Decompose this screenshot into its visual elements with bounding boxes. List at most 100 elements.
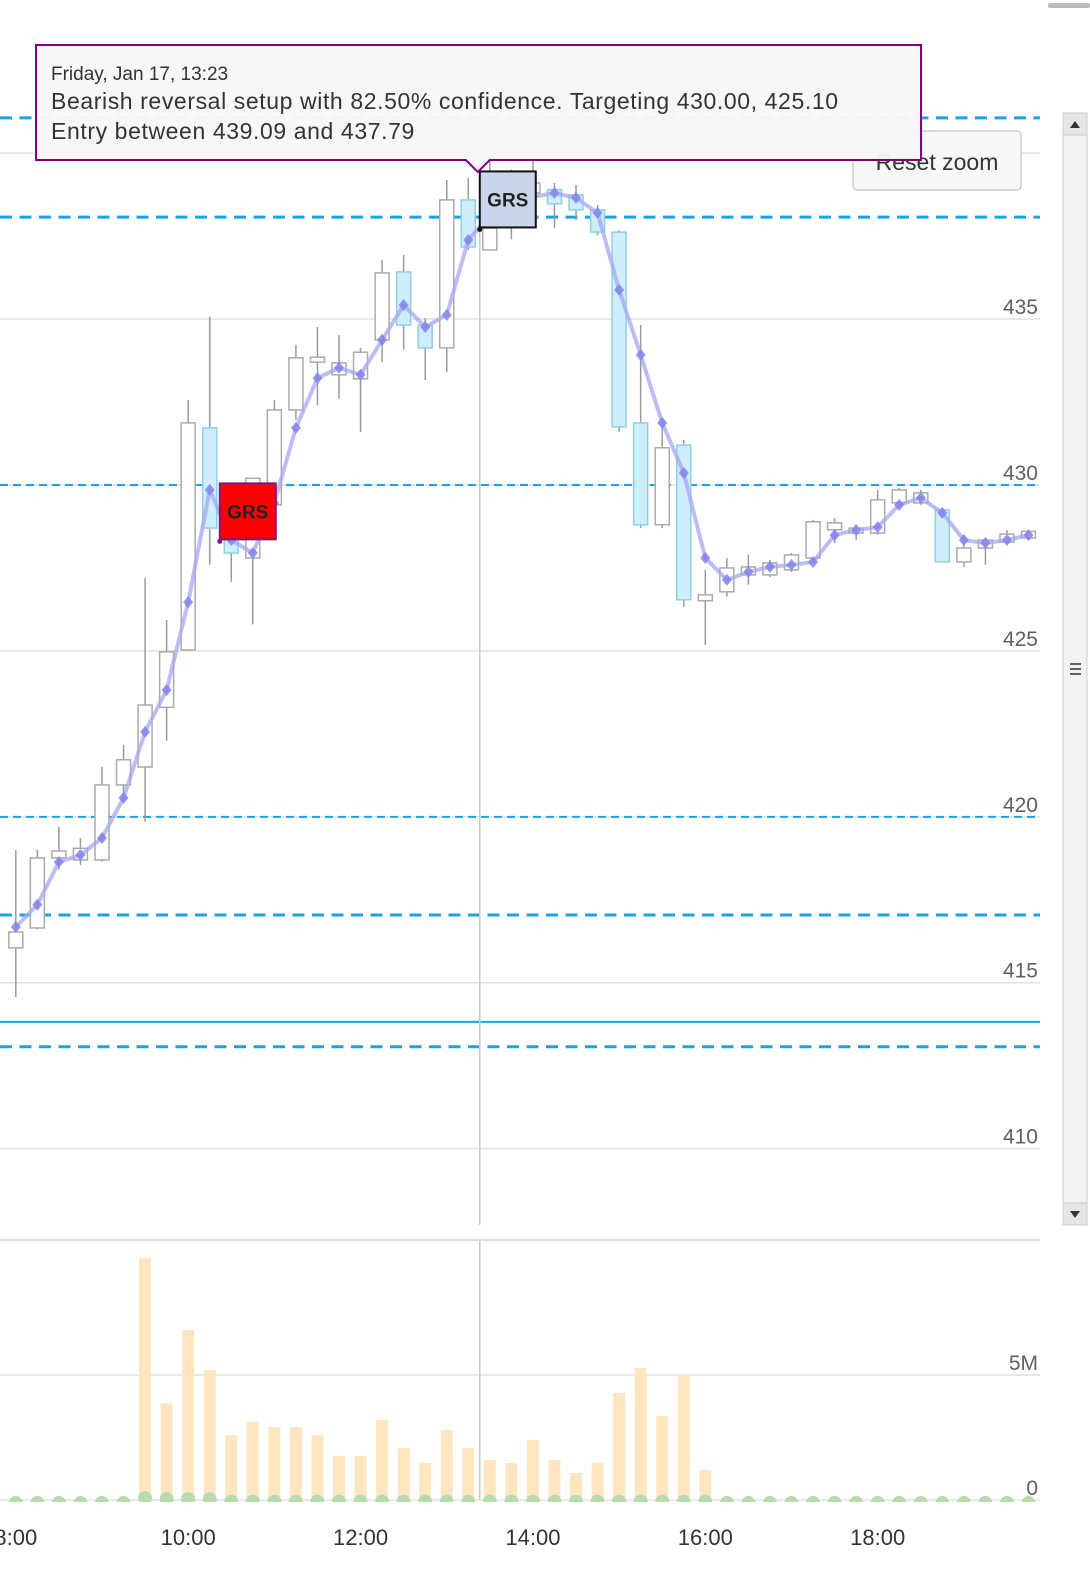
x-tick-label: 10:00 — [161, 1525, 216, 1550]
volume-bar — [160, 1403, 173, 1500]
volume-dot — [267, 1494, 282, 1502]
y-tick-label: 430 — [1003, 462, 1038, 485]
volume-dot — [504, 1494, 519, 1502]
volume-dot — [569, 1494, 584, 1502]
volume-bar — [440, 1430, 453, 1500]
volume-dot — [159, 1492, 174, 1502]
volume-bar — [591, 1463, 604, 1500]
price-plot — [0, 113, 1040, 1225]
candle-body — [826, 522, 843, 531]
volume-bar — [139, 1258, 152, 1500]
volume-dot — [719, 1496, 734, 1502]
flag-box — [478, 170, 537, 229]
volume-dot — [590, 1494, 605, 1502]
volume-dot — [741, 1496, 756, 1502]
candle-body — [438, 199, 455, 349]
candle-body — [8, 931, 24, 949]
volume-dot — [375, 1494, 390, 1502]
volume-dot — [245, 1494, 260, 1502]
volume-bar — [419, 1463, 432, 1500]
volume-dot — [763, 1496, 777, 1502]
axis-labels: 41041542042543043544005M8:0010:0012:0014… — [0, 130, 1038, 1550]
line-marker — [53, 855, 64, 868]
line-marker — [10, 920, 21, 933]
volume-dot — [95, 1496, 109, 1502]
volume-bar — [526, 1440, 539, 1500]
flag-box — [218, 482, 277, 541]
volume-dot — [913, 1496, 928, 1502]
volume-dot — [806, 1496, 820, 1502]
volume-dot — [525, 1494, 540, 1502]
top-scroll-indicator — [1048, 3, 1090, 8]
volume-dot — [310, 1494, 325, 1502]
tooltip-frame — [35, 44, 922, 174]
volume-bar — [246, 1422, 259, 1500]
volume-dot — [396, 1494, 411, 1502]
volume-dot — [181, 1492, 196, 1502]
line-marker — [980, 537, 991, 550]
volume-dot — [827, 1496, 842, 1502]
volume-dot — [698, 1494, 713, 1502]
tooltip: Friday, Jan 17, 13:23 Bearish reversal se… — [35, 44, 922, 174]
grid — [0, 152, 1040, 1501]
volume-bar — [548, 1460, 561, 1500]
line-marker — [204, 483, 215, 496]
line-marker — [118, 791, 129, 804]
scrollbar[interactable] — [1062, 112, 1088, 1226]
candle-body — [632, 422, 649, 526]
volume-dot — [892, 1496, 907, 1502]
x-tick-label: 12:00 — [333, 1525, 388, 1550]
flags: GRS GRS — [217, 170, 537, 544]
volume-bar — [634, 1368, 647, 1500]
volume-bar — [656, 1416, 669, 1500]
tooltip-date: Friday, Jan 17, 13:23 — [51, 64, 228, 85]
line-marker — [700, 551, 711, 564]
volume-dot — [73, 1496, 88, 1502]
volume-dot — [633, 1494, 648, 1502]
volume-bar — [203, 1370, 216, 1500]
volume-bar — [613, 1393, 626, 1500]
line-marker — [290, 421, 301, 434]
line-marker — [140, 725, 151, 738]
volume-bar — [225, 1435, 238, 1500]
volume-dot — [30, 1496, 45, 1502]
candle-body — [654, 447, 670, 526]
line-marker — [420, 320, 431, 333]
line-marker — [334, 361, 345, 374]
volume-bar — [397, 1448, 410, 1500]
volume-bar — [268, 1427, 281, 1500]
x-tick-label: 16:00 — [678, 1525, 733, 1550]
candle-body — [288, 357, 304, 411]
candle-body — [482, 227, 498, 251]
x-tick-label: 8:00 — [0, 1525, 37, 1550]
flag-point — [217, 538, 223, 544]
volume-plot — [8, 1240, 1036, 1502]
volume-dot — [439, 1494, 454, 1502]
y-tick-label: 435 — [1003, 296, 1038, 319]
candle-body — [309, 356, 326, 363]
volume-dot — [849, 1496, 864, 1502]
volume-dot — [418, 1494, 433, 1502]
candle-body — [805, 521, 821, 559]
line-marker — [743, 565, 754, 578]
line-marker — [549, 186, 560, 199]
volume-dot — [935, 1496, 950, 1502]
y-tick-label: 0 — [1026, 1477, 1038, 1500]
y-tick-label: 5M — [1009, 1352, 1038, 1375]
volume-dot — [870, 1496, 885, 1502]
volume-bar — [677, 1376, 690, 1500]
line-marker — [312, 372, 323, 385]
y-tick-label: 425 — [1003, 628, 1038, 651]
volume-bar — [570, 1473, 583, 1500]
x-tick-label: 18:00 — [850, 1525, 905, 1550]
volume-dot — [676, 1494, 691, 1502]
line-marker — [247, 546, 258, 559]
line-marker — [1023, 529, 1034, 542]
line-marker — [678, 467, 689, 480]
line-marker — [96, 832, 107, 845]
line-marker — [161, 684, 172, 697]
volume-dot — [1000, 1496, 1014, 1502]
volume-bar — [333, 1456, 346, 1500]
volume-dot — [784, 1496, 799, 1502]
